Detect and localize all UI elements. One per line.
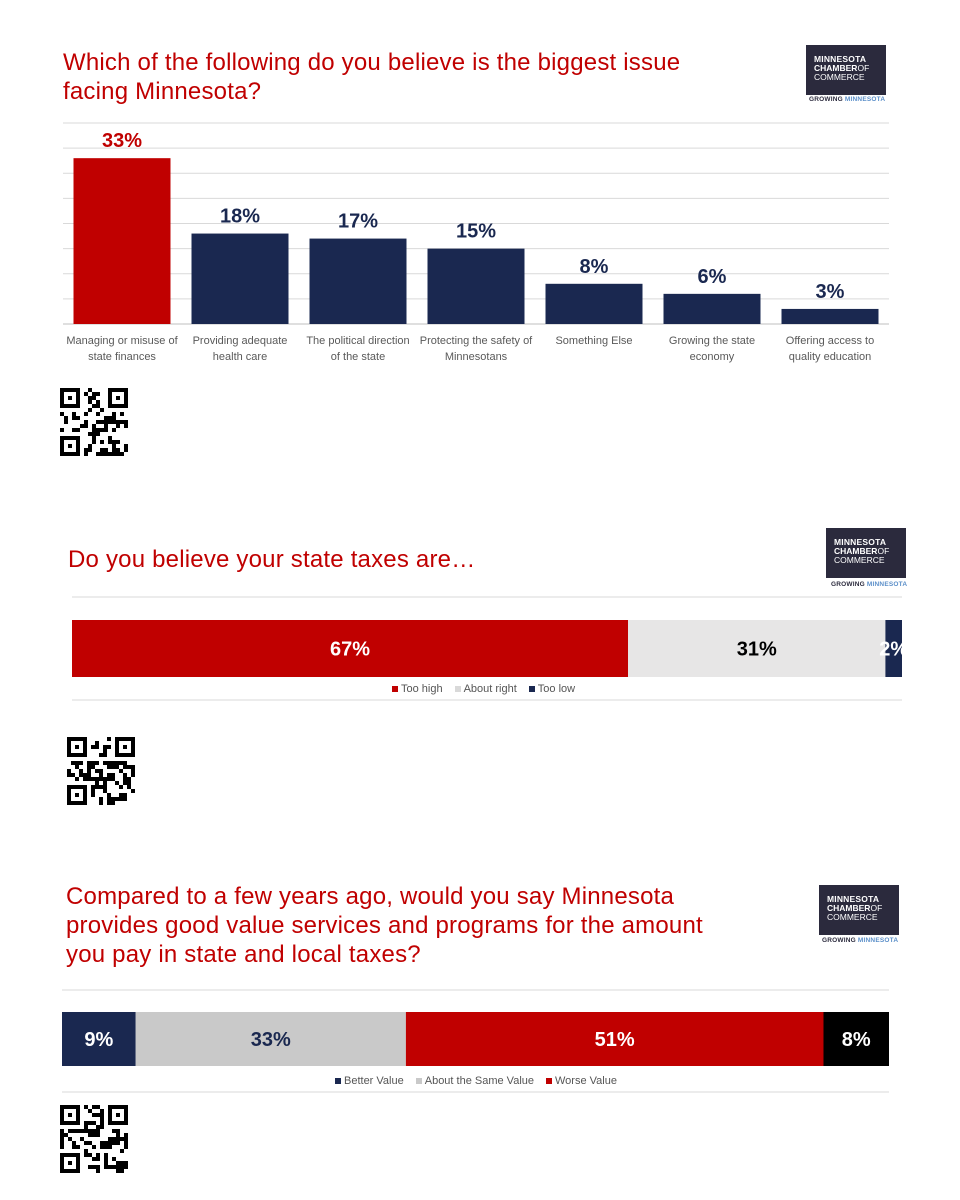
stacked-bar-state-taxes: 67% 31% 2% [72,596,908,701]
bar [663,293,761,324]
category-label: Protecting the safety of [420,335,533,347]
category-label: health care [213,351,267,363]
segment-label: 9% [84,1029,113,1051]
chart-title: Compared to a few years ago, would you s… [66,882,703,969]
segment-label: 67% [330,639,370,661]
category-label: Managing or misuse of [66,335,178,347]
qr-code-icon [67,737,135,805]
legend-swatch [392,686,398,692]
title-line-3: you pay in state and local taxes? [66,941,421,968]
bar-segment [885,620,902,677]
logo-line-2: CHAMBEROF [814,63,870,73]
chamber-logo: MINNESOTA CHAMBEROF COMMERCE [806,45,886,95]
logo-line-1: MINNESOTA [827,894,880,904]
category-label: quality education [789,351,872,363]
legend-swatch [335,1078,341,1084]
segment-label: 51% [595,1029,635,1051]
chart-title: Do you believe your state taxes are… [68,546,476,573]
data-label: 17% [338,211,378,233]
legend-item: Too high [392,683,443,695]
qr-code-icon [60,388,128,456]
stacked-bar-good-value: 9% 33% 51% 8% [62,989,889,1093]
logo-line-3: COMMERCE [827,912,878,922]
logo-line-3: COMMERCE [814,72,865,82]
logo-tagline: GROWING MINNESOTA [831,581,908,588]
bar [73,158,171,324]
title-line-1: Which of the following do you believe is… [63,49,681,76]
bar-segment [823,1012,889,1066]
legend-swatch [546,1078,552,1084]
legend-label: Too low [537,683,576,695]
chamber-logo: MINNESOTA CHAMBEROF COMMERCE [819,885,899,935]
data-label: 8% [580,256,609,278]
legend-item: About the Same Value [415,1075,534,1087]
legend-label: Too high [401,683,443,695]
category-label: of the state [331,351,385,363]
category-label: The political direction [306,335,409,347]
data-label: 3% [816,281,845,303]
bar-segment [72,620,629,677]
qr-code-icon [60,1105,128,1173]
logo-line-2: CHAMBEROF [834,546,890,556]
chart-title: Which of the following do you believe is… [63,48,680,106]
data-label: 18% [220,206,260,228]
category-label: state finances [88,351,156,363]
segment-label: 33% [251,1029,291,1051]
title-line-2: provides good value services and program… [66,912,703,939]
data-label: 33% [102,130,142,152]
section-biggest-issue: Which of the following do you believe is… [0,0,960,470]
title-line-1: Compared to a few years ago, would you s… [66,883,675,910]
logo-line-1: MINNESOTA [814,54,867,64]
title-line-2: facing Minnesota? [63,78,262,105]
legend-item: About right [454,683,517,695]
category-label: Providing adequate [193,335,288,347]
legend-label: Worse Value [555,1075,617,1087]
category-label: Offering access to [786,335,874,347]
bar [427,248,525,324]
data-label: 6% [698,266,727,288]
bar-segment [135,1012,406,1066]
bar [545,283,643,324]
bar-segment [405,1012,824,1066]
legend-label: About right [463,683,517,695]
section-state-taxes: Do you believe your state taxes are… MIN… [67,528,908,805]
legend-label: About the Same Value [424,1075,534,1087]
legend-label: Better Value [344,1075,404,1087]
category-label: Growing the state [669,335,755,347]
bar-segment [62,1012,136,1066]
category-label: Something Else [555,335,632,347]
bar [191,233,289,324]
bar-chart-biggest-issue: 33% Managing or misuse of state finances 18… [63,122,889,363]
legend-item: Better Value [335,1075,404,1087]
category-label: economy [690,351,735,363]
legend-swatch [415,1078,422,1084]
logo-tagline: GROWING MINNESOTA [822,937,899,944]
legend-state-taxes: Too high About right Too low [392,683,575,695]
logo-line-2: CHAMBEROF [827,903,883,913]
logo-line-3: COMMERCE [834,555,885,565]
legend-swatch [454,686,461,692]
legend-item: Worse Value [546,1075,617,1087]
legend-good-value: Better Value About the Same Value Worse Va… [335,1075,617,1087]
bar-segment [628,620,886,677]
logo-line-1: MINNESOTA [834,537,887,547]
legend-item: Too low [528,683,576,695]
segment-label: 31% [737,639,777,661]
segment-label: 2% [879,639,908,661]
data-label: 15% [456,221,496,243]
logo-tagline: GROWING MINNESOTA [809,96,886,103]
bar [781,308,879,324]
bar [309,238,407,324]
chamber-logo: MINNESOTA CHAMBEROF COMMERCE [826,528,906,578]
category-label: Minnesotans [445,351,508,363]
segment-label: 8% [842,1029,871,1051]
legend-swatch [528,686,535,692]
